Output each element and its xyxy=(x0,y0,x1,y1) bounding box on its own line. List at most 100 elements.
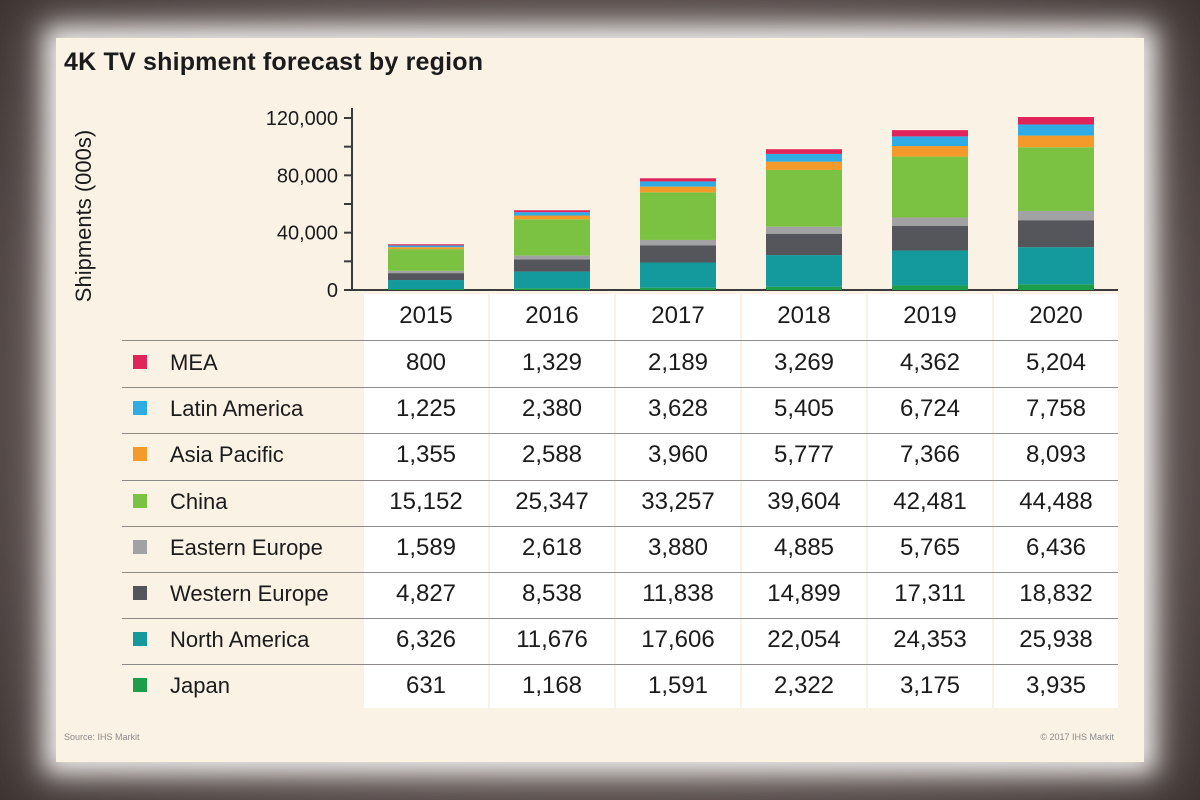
bar-segment-western-europe-2017 xyxy=(640,245,716,263)
table-column-bg xyxy=(994,294,1118,708)
bar-segment-western-europe-2020 xyxy=(1018,220,1094,248)
table-cell: 1,168 xyxy=(521,672,583,700)
table-cell: 4,362 xyxy=(899,349,961,376)
bar-segment-mea-2016 xyxy=(514,210,590,213)
bar-segment-mea-2019 xyxy=(892,130,968,137)
bar-segment-western-europe-2018 xyxy=(766,233,842,256)
x-tick-label: 2016 xyxy=(525,302,579,329)
bar-segment-eastern-europe-2019 xyxy=(892,217,968,226)
table-cell: 11,838 xyxy=(642,580,714,607)
table-cell: 4,885 xyxy=(773,533,835,561)
table-column-bg xyxy=(868,294,992,708)
table-cell: 42,481 xyxy=(893,487,967,515)
bar-segment-asia-pacific-2015 xyxy=(388,247,464,250)
bar-segment-north-america-2016 xyxy=(514,271,590,289)
table-cell: 2,380 xyxy=(521,395,583,423)
table-divider xyxy=(122,572,1118,573)
table-divider xyxy=(122,433,1118,435)
table-cell: 17,311 xyxy=(894,580,966,607)
legend-swatch-western-europe xyxy=(133,586,147,600)
bar-segment-western-europe-2019 xyxy=(892,225,968,251)
table-cell: 3,269 xyxy=(773,349,835,376)
table-cell: 39,604 xyxy=(767,487,841,515)
bar-segment-eastern-europe-2018 xyxy=(766,226,842,234)
bar-segment-asia-pacific-2016 xyxy=(514,215,590,220)
bar-segment-asia-pacific-2019 xyxy=(892,146,968,157)
stacked-bar-chart: 0 40,000 80,000 120,000 xyxy=(266,108,1118,298)
table-column-bg xyxy=(616,294,740,708)
table-cell: 1,355 xyxy=(395,441,457,469)
y-axis: 0 40,000 80,000 120,000 xyxy=(266,108,1118,298)
table-cell: 5,777 xyxy=(773,441,835,469)
table-cell: 24,353 xyxy=(893,626,967,654)
bar-segment-latin-america-2016 xyxy=(514,212,590,216)
table-cell: 11,676 xyxy=(516,626,588,654)
table-cell: 2,588 xyxy=(521,441,583,469)
bar-segment-mea-2020 xyxy=(1018,117,1094,125)
bar-segment-japan-2019 xyxy=(892,285,968,290)
table-cell: 6,724 xyxy=(899,395,961,423)
table-divider xyxy=(122,479,1118,481)
table-cell: 17,606 xyxy=(641,626,715,654)
chart-card: 4K TV shipment forecast by region Shipme… xyxy=(56,38,1144,762)
bar-segment-china-2019 xyxy=(892,156,968,218)
bar-segment-china-2018 xyxy=(766,169,842,227)
legend-swatch-asia-pacific xyxy=(133,447,147,462)
bar-segment-eastern-europe-2015 xyxy=(388,270,464,274)
table-cell: 3,628 xyxy=(647,395,709,423)
table-column-bg xyxy=(742,294,866,708)
bar-segment-western-europe-2015 xyxy=(388,273,464,281)
table-cell: 1,589 xyxy=(395,533,457,561)
table-cell: 631 xyxy=(405,672,447,700)
table-cell: 22,054 xyxy=(767,626,841,654)
table-cell: 1,591 xyxy=(647,672,709,700)
bar-segment-latin-america-2019 xyxy=(892,136,968,147)
table-cell: 2,189 xyxy=(647,349,709,376)
table-cell: 4,827 xyxy=(395,580,457,607)
x-tick-label: 2019 xyxy=(903,302,957,329)
table-cell: 33,257 xyxy=(641,487,715,515)
table-divider xyxy=(122,340,1118,341)
copyright-note: © 2017 IHS Markit xyxy=(1040,732,1114,742)
table-cell: 18,832 xyxy=(1019,580,1093,607)
table-cell: 5,204 xyxy=(1025,349,1087,376)
table-cell: 3,175 xyxy=(899,672,961,700)
bar-segment-mea-2018 xyxy=(766,149,842,154)
bar-segment-latin-america-2017 xyxy=(640,181,716,187)
legend-label: China xyxy=(170,488,228,514)
table-cell: 2,322 xyxy=(773,672,835,700)
bar-segment-eastern-europe-2017 xyxy=(640,239,716,246)
bar-segment-north-america-2020 xyxy=(1018,247,1094,285)
legend-swatch-mea xyxy=(133,355,147,369)
bar-segment-asia-pacific-2020 xyxy=(1018,135,1094,148)
bar-segment-asia-pacific-2018 xyxy=(766,161,842,170)
bar-segment-eastern-europe-2020 xyxy=(1018,210,1094,221)
table-cell: 8,538 xyxy=(521,580,583,607)
table-divider xyxy=(122,387,1118,389)
table-cell: 25,938 xyxy=(1019,626,1093,654)
bar-segment-north-america-2015 xyxy=(388,280,464,290)
x-tick-label: 2015 xyxy=(399,302,453,329)
table-cell: 44,488 xyxy=(1019,487,1093,515)
table-cell: 3,880 xyxy=(647,533,709,561)
table-cell: 25,347 xyxy=(515,487,589,515)
bar-segment-north-america-2018 xyxy=(766,255,842,287)
legend-label: Western Europe xyxy=(170,581,329,606)
table-cell: 1,225 xyxy=(395,395,457,423)
y-tick-label: 40,000 xyxy=(277,223,338,245)
legend-label: North America xyxy=(170,627,310,653)
bar-segment-latin-america-2018 xyxy=(766,153,842,162)
table-cell: 15,152 xyxy=(389,487,463,515)
legend-label: Latin America xyxy=(170,396,304,422)
bar-segment-japan-2015 xyxy=(388,289,464,290)
table-cell: 5,765 xyxy=(899,533,961,561)
x-tick-label: 2018 xyxy=(777,302,831,329)
x-tick-label: 2020 xyxy=(1029,302,1083,329)
bar-segment-japan-2016 xyxy=(514,288,590,290)
legend-label: Eastern Europe xyxy=(170,534,323,560)
table-cell: 6,436 xyxy=(1025,533,1087,561)
table-cell: 5,405 xyxy=(773,395,835,423)
bar-segment-japan-2018 xyxy=(766,286,842,290)
table-cell: 1,329 xyxy=(521,349,583,376)
table-divider xyxy=(122,525,1118,527)
